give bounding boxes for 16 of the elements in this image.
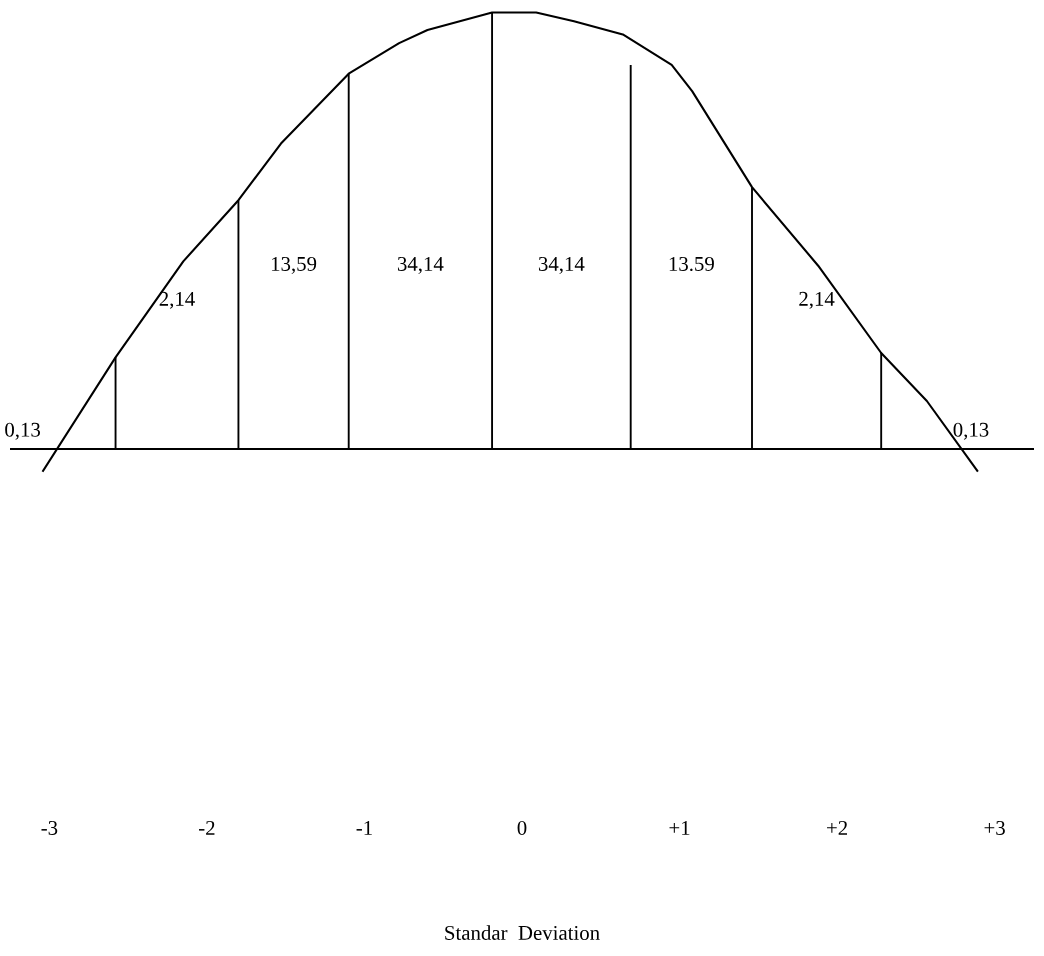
annotation: 13,59 bbox=[271, 256, 317, 274]
annotation: 34,14 bbox=[538, 256, 585, 274]
x-tick-label: +3 bbox=[984, 820, 1005, 835]
x-tick-label: -3 bbox=[41, 820, 58, 835]
x-axis-title: Standar Deviation bbox=[445, 925, 600, 940]
annotation: 13.59 bbox=[669, 256, 714, 272]
annotation: 0,13 bbox=[5, 422, 41, 440]
annotation: 34,14 bbox=[397, 256, 444, 274]
annotation: 0,13 bbox=[953, 422, 989, 440]
x-tick-label: -2 bbox=[199, 820, 215, 835]
x-tick-label: +2 bbox=[827, 820, 848, 835]
annotation: 2,14 bbox=[799, 291, 835, 309]
x-tick-label: -1 bbox=[356, 820, 372, 835]
x-tick-label: +1 bbox=[669, 820, 690, 835]
annotation: 2,14 bbox=[159, 291, 195, 309]
x-tick-label: 0 bbox=[517, 820, 527, 835]
